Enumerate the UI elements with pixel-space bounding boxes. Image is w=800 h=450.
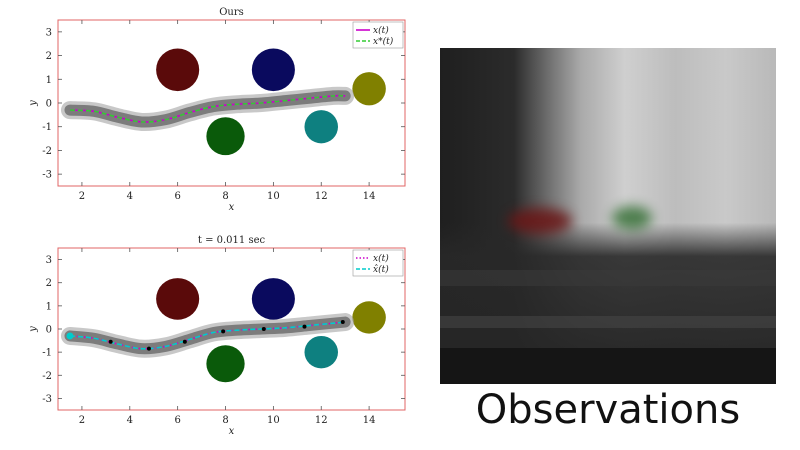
- y-axis-label: y: [28, 326, 39, 333]
- obstacle-circle: [251, 278, 295, 320]
- red-obstacle-view: [508, 208, 572, 234]
- start-marker: [66, 332, 74, 340]
- chart-title: t = 0.011 sec: [198, 235, 266, 246]
- x-axis-label: x: [229, 202, 235, 213]
- series-line-2: [69, 94, 346, 123]
- observations-label: Observations: [475, 387, 741, 433]
- y-axis-label: y: [28, 100, 39, 107]
- floor-shadow-band: [440, 348, 776, 384]
- chart-title: Ours: [219, 7, 244, 18]
- waypoint-marker: [261, 327, 266, 331]
- x-tick-label: 4: [127, 191, 133, 202]
- y-tick-label: 1: [46, 301, 52, 312]
- obstacle-circle: [206, 345, 245, 383]
- obstacle-circle: [251, 48, 295, 92]
- y-tick-label: -2: [42, 146, 52, 157]
- legend-box: [352, 249, 404, 277]
- legend-box: [352, 21, 404, 49]
- y-tick-label: 1: [46, 75, 52, 86]
- obstacle-circle: [156, 48, 200, 92]
- x-tick-label: 2: [79, 415, 85, 426]
- series-line-2: [69, 321, 346, 350]
- x-tick-label: 2: [79, 191, 85, 202]
- y-tick-label: 3: [46, 255, 52, 266]
- x-tick-label: 14: [363, 415, 376, 426]
- y-tick-label: -3: [42, 170, 52, 181]
- obstacle-circle: [352, 72, 386, 106]
- y-tick-label: 0: [46, 325, 52, 336]
- waypoint-marker: [108, 339, 113, 344]
- x-tick-label: 4: [127, 415, 133, 426]
- x-tick-label: 8: [222, 415, 228, 426]
- x-tick-label: 6: [174, 415, 180, 426]
- waypoint-marker: [146, 346, 151, 351]
- observations-camera-view: [440, 48, 776, 384]
- floor-band: [440, 270, 776, 286]
- waypoint-marker: [340, 320, 345, 325]
- waypoint-marker: [221, 329, 226, 334]
- obstacle-circle: [352, 301, 386, 334]
- legend-label: x(t): [373, 253, 389, 264]
- y-tick-label: -1: [42, 122, 52, 133]
- x-tick-label: 8: [222, 191, 228, 202]
- obstacle-circle: [206, 117, 245, 156]
- legend-label: x*(t): [373, 36, 394, 47]
- legend-label: x̂(t): [373, 264, 389, 275]
- floor-band: [440, 316, 776, 328]
- y-tick-label: -2: [42, 371, 52, 382]
- waypoint-marker: [302, 324, 307, 329]
- waypoint-marker: [182, 339, 187, 344]
- x-tick-label: 6: [174, 191, 180, 202]
- x-tick-label: 12: [315, 415, 328, 426]
- green-obstacle-view: [612, 206, 652, 230]
- x-tick-label: 14: [363, 191, 376, 202]
- x-tick-label: 10: [267, 415, 280, 426]
- obstacle-circle: [304, 110, 338, 144]
- x-axis-label: x: [229, 426, 235, 437]
- y-tick-label: 2: [46, 278, 52, 289]
- y-tick-label: 3: [46, 27, 52, 38]
- x-tick-label: 10: [267, 191, 280, 202]
- y-tick-label: -1: [42, 348, 52, 359]
- legend-label: x(t): [373, 25, 389, 36]
- x-tick-label: 12: [315, 191, 328, 202]
- obstacle-circle: [156, 278, 200, 320]
- y-tick-label: 0: [46, 99, 52, 110]
- obstacle-circle: [304, 335, 338, 369]
- y-tick-label: 2: [46, 51, 52, 62]
- y-tick-label: -3: [42, 394, 52, 405]
